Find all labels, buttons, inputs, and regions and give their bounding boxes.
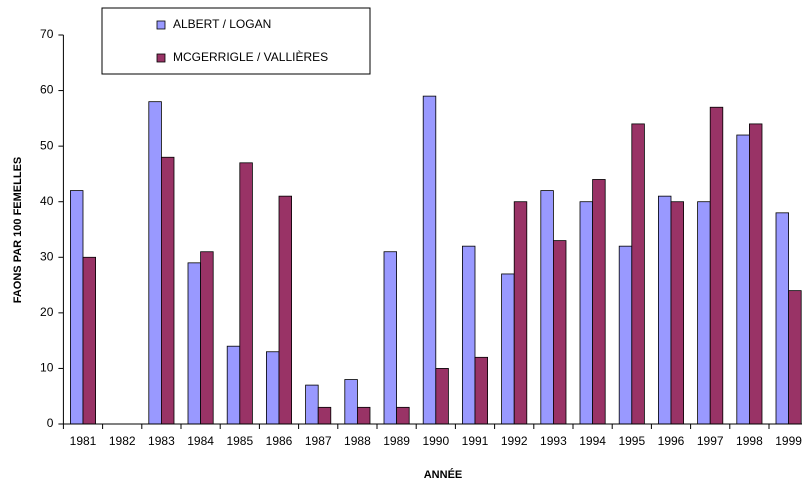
legend-label: ALBERT / LOGAN bbox=[173, 17, 271, 31]
legend-label: MCGERRIGLE / VALLIÈRES bbox=[173, 49, 328, 64]
y-tick-label: 10 bbox=[40, 361, 54, 375]
x-tick-label: 1995 bbox=[618, 434, 645, 448]
bar bbox=[670, 201, 685, 425]
bar bbox=[592, 179, 606, 425]
bar bbox=[422, 95, 437, 425]
x-tick-label: 1993 bbox=[540, 434, 567, 448]
x-tick-label: 1981 bbox=[70, 434, 97, 448]
bar bbox=[618, 245, 633, 425]
bar bbox=[775, 212, 790, 425]
bar bbox=[540, 190, 554, 425]
x-tick-label: 1996 bbox=[658, 434, 685, 448]
bar bbox=[435, 368, 449, 425]
bar bbox=[148, 101, 162, 425]
x-tick-label: 1998 bbox=[736, 434, 763, 448]
bar bbox=[383, 251, 398, 425]
x-tick-label: 1991 bbox=[462, 434, 489, 448]
bar bbox=[631, 123, 645, 425]
x-tick-label: 1990 bbox=[422, 434, 449, 448]
bar bbox=[317, 406, 332, 425]
bar bbox=[579, 201, 594, 425]
x-tick-label: 1983 bbox=[148, 434, 175, 448]
bar bbox=[187, 262, 202, 425]
bar bbox=[278, 195, 293, 425]
bar bbox=[239, 162, 253, 425]
legend-swatch bbox=[156, 53, 166, 63]
y-axis-label: FAONS PAR 100 FEMELLES bbox=[12, 157, 24, 304]
legend-box bbox=[101, 7, 371, 75]
y-tick-label: 0 bbox=[47, 416, 54, 430]
x-axis-label: ANNÉE bbox=[424, 468, 463, 481]
bar bbox=[265, 351, 280, 425]
x-tick-label: 1989 bbox=[383, 434, 410, 448]
bar bbox=[553, 240, 567, 425]
bar bbox=[82, 256, 97, 425]
bar bbox=[513, 201, 528, 425]
bar bbox=[226, 345, 241, 425]
y-tick-label: 60 bbox=[40, 83, 54, 97]
y-tick-label: 30 bbox=[40, 249, 54, 263]
x-tick-label: 1987 bbox=[305, 434, 332, 448]
bar bbox=[501, 273, 515, 425]
x-tick-label: 1982 bbox=[109, 434, 136, 448]
bar bbox=[749, 123, 763, 425]
y-tick-label: 70 bbox=[40, 27, 54, 41]
y-tick-label: 40 bbox=[40, 194, 54, 208]
x-tick-label: 1994 bbox=[579, 434, 606, 448]
bar bbox=[709, 106, 724, 425]
bar bbox=[736, 134, 750, 425]
bar bbox=[160, 156, 175, 425]
bar bbox=[474, 356, 489, 425]
y-tick-label: 50 bbox=[40, 138, 54, 152]
x-tick-label: 1997 bbox=[697, 434, 724, 448]
bar bbox=[305, 384, 319, 425]
bar bbox=[70, 190, 84, 425]
y-tick-label: 20 bbox=[40, 305, 54, 319]
x-tick-label: 1988 bbox=[344, 434, 371, 448]
x-tick-label: 1986 bbox=[266, 434, 293, 448]
x-tick-label: 1985 bbox=[226, 434, 253, 448]
bar bbox=[461, 245, 476, 425]
legend-swatch bbox=[156, 20, 166, 30]
bar bbox=[788, 290, 802, 425]
bar bbox=[200, 251, 214, 425]
x-tick-label: 1984 bbox=[187, 434, 214, 448]
x-tick-label: 1999 bbox=[775, 434, 802, 448]
bar bbox=[658, 195, 672, 425]
bar bbox=[356, 406, 371, 425]
bar bbox=[344, 379, 358, 425]
x-tick-label: 1992 bbox=[501, 434, 528, 448]
bar bbox=[697, 201, 711, 425]
bar bbox=[396, 406, 410, 425]
